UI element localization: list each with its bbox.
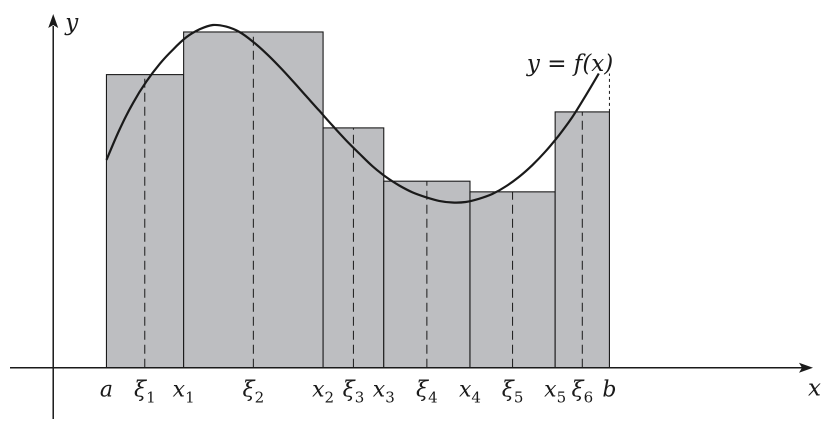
partition-label-base: ξ	[502, 378, 516, 403]
axes-group: x y	[10, 10, 821, 419]
partition-label-x1: x1	[173, 378, 195, 407]
partition-label-subscript: 4	[428, 389, 438, 407]
partition-label-x3: x3	[373, 378, 395, 407]
partition-label-base: a	[100, 378, 113, 403]
partition-label-a: a	[100, 378, 113, 403]
partition-label-x4: x4	[459, 378, 481, 407]
partition-label-base: x	[544, 378, 557, 403]
partition-label-base: ξ	[343, 378, 357, 403]
partition-label-base: x	[173, 378, 186, 403]
partition-label-base: x	[459, 378, 472, 403]
partition-label-xi5: ξ5	[502, 378, 524, 407]
partition-label-base: x	[312, 378, 325, 403]
partition-label-subscript: 1	[146, 389, 156, 407]
partition-label-xi1: ξ1	[134, 378, 156, 407]
partition-label-base: ξ	[134, 378, 148, 403]
partition-label-subscript: 5	[557, 389, 567, 407]
partition-label-x5: x5	[544, 378, 566, 407]
rectangles-group	[105, 31, 610, 369]
partition-label-base: ξ	[243, 378, 257, 403]
partition-label-subscript: 5	[514, 389, 524, 407]
y-axis-label: y	[64, 10, 79, 36]
partition-label-subscript: 6	[584, 389, 594, 407]
partition-label-b: b	[602, 378, 616, 403]
partition-label-subscript: 3	[355, 389, 365, 407]
partition-label-xi2: ξ2	[243, 378, 265, 407]
y-axis-arrowhead	[48, 14, 59, 28]
partition-label-subscript: 2	[325, 389, 335, 407]
partition-label-xi4: ξ4	[416, 378, 438, 407]
x-axis-arrowhead	[799, 362, 813, 373]
partition-label-xi3: ξ3	[343, 378, 365, 407]
partition-label-base: b	[602, 378, 616, 403]
partition-label-xi6: ξ6	[571, 378, 593, 407]
partition-label-base: x	[373, 378, 386, 403]
partition-label-subscript: 2	[255, 389, 265, 407]
partition-label-base: ξ	[416, 378, 430, 403]
x-axis-label: x	[808, 376, 821, 402]
partition-labels-group: a ξ1 x1 ξ2 x2 ξ3 x3 ξ4 x4 ξ5 x5 ξ6 b	[100, 378, 617, 407]
function-curve	[105, 23, 600, 204]
partition-label-base: ξ	[571, 378, 585, 403]
curve-label: y = f(x)	[526, 51, 613, 77]
partition-label-subscript: 1	[185, 389, 195, 407]
partition-label-x2: x2	[312, 378, 334, 407]
partition-label-subscript: 3	[385, 389, 395, 407]
partition-label-subscript: 4	[471, 389, 481, 407]
sample-guides-group	[144, 31, 610, 368]
